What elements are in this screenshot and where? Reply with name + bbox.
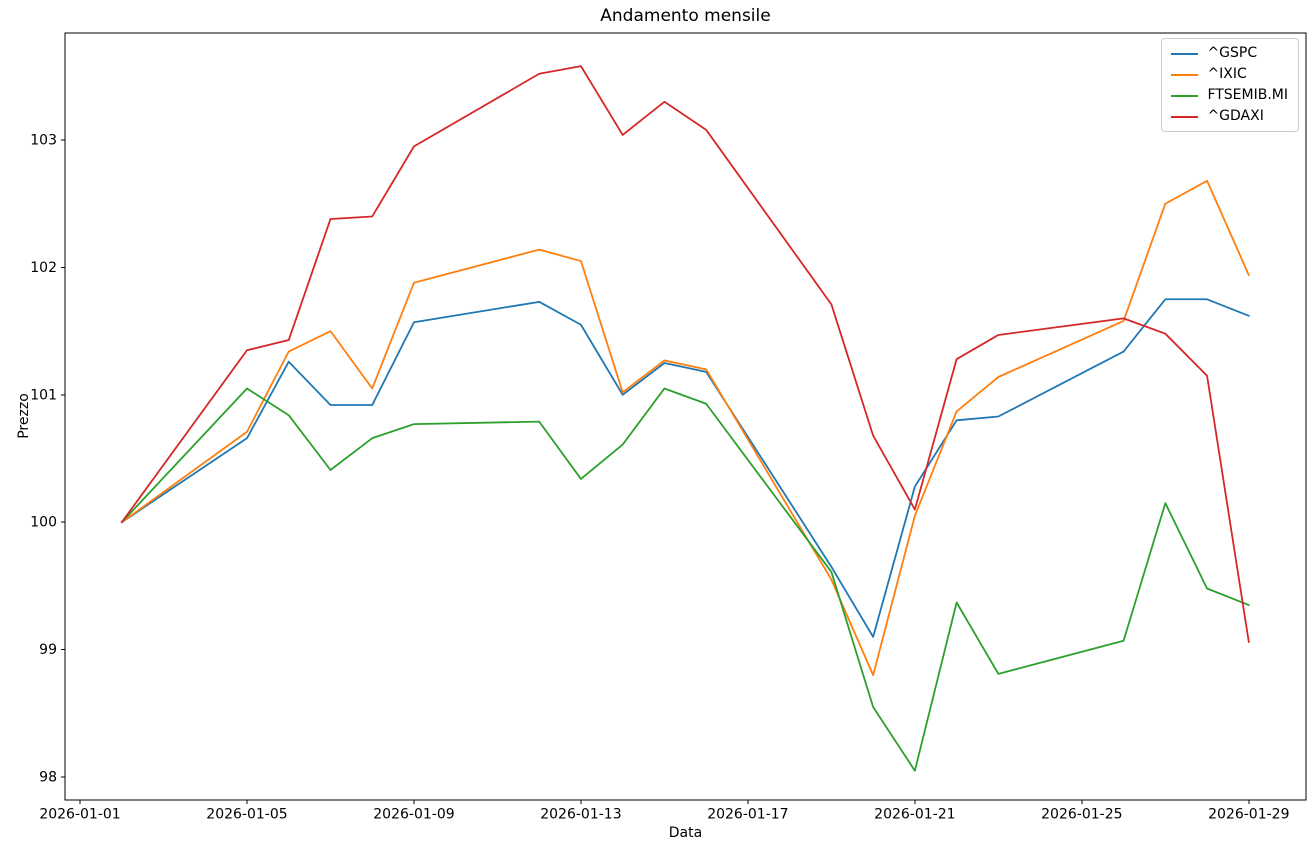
x-tick-label: 2026-01-09: [373, 807, 454, 823]
chart-title: Andamento mensile: [600, 6, 771, 26]
y-tick-label: 100: [30, 515, 57, 531]
legend-item-^GDAXI: ^GDAXI: [1171, 109, 1288, 124]
legend-swatch-^IXIC: [1171, 73, 1199, 76]
axes-spines: [64, 32, 1307, 801]
legend-label: FTSEMIB.MI: [1207, 87, 1288, 103]
x-tick-label: 2026-01-13: [540, 807, 621, 823]
legend-label: ^GDAXI: [1207, 108, 1264, 124]
legend-swatch-^GDAXI: [1171, 115, 1199, 118]
series-line-FTSEMIB.MI: [120, 387, 1250, 772]
y-tick-label: 102: [30, 260, 57, 276]
legend-item-FTSEMIB.MI: FTSEMIB.MI: [1171, 88, 1288, 103]
x-tick-label: 2026-01-01: [39, 807, 120, 823]
x-tick-label: 2026-01-29: [1208, 807, 1289, 823]
series-line-^IXIC: [120, 179, 1250, 677]
legend-swatch-^GSPC: [1171, 52, 1199, 55]
x-axis-label: Data: [668, 825, 703, 841]
series-line-^GDAXI: [120, 65, 1250, 643]
legend-swatch-FTSEMIB.MI: [1171, 94, 1199, 97]
y-tick-label: 103: [30, 133, 57, 149]
legend-label: ^GSPC: [1207, 45, 1258, 61]
x-tick-label: 2026-01-21: [874, 807, 955, 823]
legend: ^GSPC ^IXIC FTSEMIB.MI ^GDAXI: [1161, 38, 1299, 132]
y-tick-label: 101: [30, 387, 57, 403]
legend-label: ^IXIC: [1207, 66, 1247, 82]
legend-item-^IXIC: ^IXIC: [1171, 67, 1288, 82]
y-tick-label: 99: [39, 642, 57, 658]
x-tick-label: 2026-01-05: [206, 807, 287, 823]
series-line-^GSPC: [120, 298, 1250, 638]
x-tick-label: 2026-01-25: [1041, 807, 1122, 823]
x-tick-label: 2026-01-17: [707, 807, 788, 823]
y-tick-label: 98: [39, 770, 57, 786]
legend-item-^GSPC: ^GSPC: [1171, 46, 1288, 61]
